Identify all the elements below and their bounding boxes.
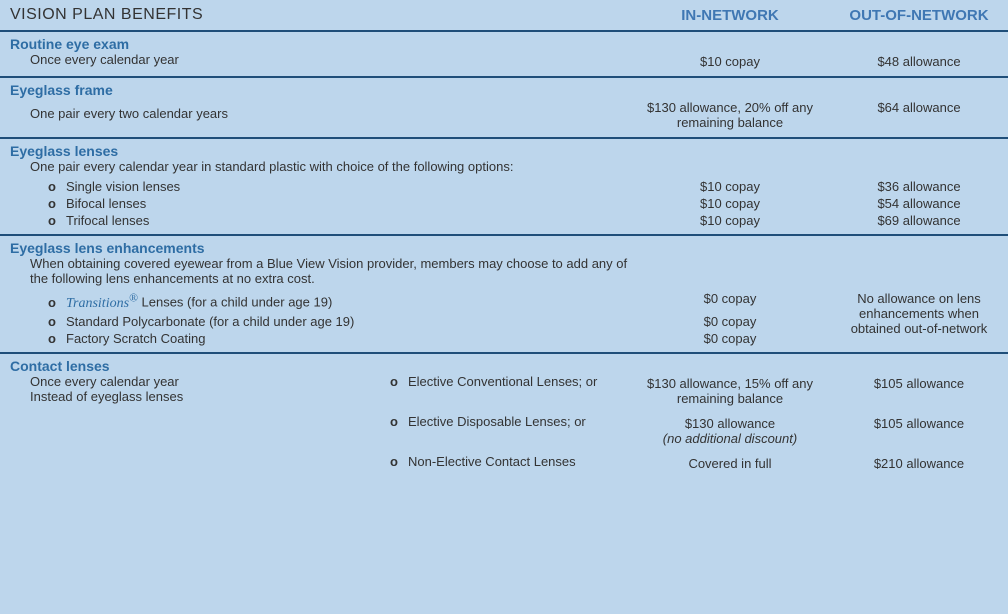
contact-item-out: $105 allowance xyxy=(830,374,1008,408)
enhancement-item-in: $0 copay xyxy=(630,330,830,347)
bullet-icon: o xyxy=(48,331,66,346)
routine-exam-out: $48 allowance xyxy=(830,52,1008,71)
lenses-title: Eyeglass lenses xyxy=(0,138,1008,159)
bullet-icon: o xyxy=(48,196,66,211)
bullet-icon: o xyxy=(390,374,408,389)
bullet-icon: o xyxy=(48,179,66,194)
contact-item-label: Non-Elective Contact Lenses xyxy=(408,454,576,469)
lens-item-in: $10 copay xyxy=(630,195,830,212)
transitions-brand: Transitions® xyxy=(66,296,138,311)
contacts-desc1: Once every calendar year xyxy=(30,374,370,389)
bullet-icon: o xyxy=(48,295,66,310)
routine-exam-in: $10 copay xyxy=(630,52,830,71)
lens-item-label: Bifocal lenses xyxy=(66,196,146,211)
enhancement-item-in: $0 copay xyxy=(630,313,830,330)
enhancement-out-note: No allowance on lens enhancements when o… xyxy=(830,290,1008,347)
lens-item-label: Single vision lenses xyxy=(66,179,180,194)
frame-title: Eyeglass frame xyxy=(0,77,1008,98)
lens-item-out: $36 allowance xyxy=(830,178,1008,195)
enhancement-item-row: oTransitions® Lenses (for a child under … xyxy=(0,290,1008,313)
contact-item-row: oElective Disposable Lenses; or $130 all… xyxy=(0,414,1008,448)
lens-item-out: $69 allowance xyxy=(830,212,1008,229)
routine-exam-title: Routine eye exam xyxy=(0,31,1008,52)
contact-item-in-note: (no additional discount) xyxy=(638,431,822,446)
main-title: VISION PLAN BENEFITS xyxy=(10,6,203,23)
frame-out: $64 allowance xyxy=(830,98,1008,132)
enhancement-item-in: $0 copay xyxy=(630,290,830,313)
lens-item-row: oSingle vision lenses $10 copay $36 allo… xyxy=(0,178,1008,195)
bullet-icon: o xyxy=(390,454,408,469)
contacts-title: Contact lenses xyxy=(0,353,1008,374)
contact-item-in: Covered in full xyxy=(630,454,830,473)
bullet-icon: o xyxy=(48,314,66,329)
frame-row: One pair every two calendar years $130 a… xyxy=(0,98,1008,132)
benefits-table: VISION PLAN BENEFITS IN-NETWORK OUT-OF-N… xyxy=(0,0,1008,473)
lens-item-label: Trifocal lenses xyxy=(66,213,149,228)
contact-item-out: $210 allowance xyxy=(830,454,1008,473)
routine-exam-desc: Once every calendar year xyxy=(0,52,630,71)
out-network-header: OUT-OF-NETWORK xyxy=(830,0,1008,31)
contact-item-in: $130 allowance xyxy=(638,416,822,431)
frame-desc: One pair every two calendar years xyxy=(0,98,630,132)
lens-item-in: $10 copay xyxy=(630,212,830,229)
contacts-desc2: Instead of eyeglass lenses xyxy=(30,389,370,404)
contact-item-row: oNon-Elective Contact Lenses Covered in … xyxy=(0,454,1008,473)
bullet-icon: o xyxy=(48,213,66,228)
contact-item-in: $130 allowance, 15% off any remaining ba… xyxy=(630,374,830,408)
in-network-header: IN-NETWORK xyxy=(630,0,830,31)
enhancements-title: Eyeglass lens enhancements xyxy=(0,235,1008,256)
lens-item-row: oTrifocal lenses $10 copay $69 allowance xyxy=(0,212,1008,229)
contact-item-out: $105 allowance xyxy=(830,414,1008,448)
lens-item-out: $54 allowance xyxy=(830,195,1008,212)
bullet-icon: o xyxy=(390,414,408,429)
frame-in: $130 allowance, 20% off any remaining ba… xyxy=(630,98,830,132)
enhancement-item-label: Lenses (for a child under age 19) xyxy=(138,295,332,310)
enhancement-item-label: Factory Scratch Coating xyxy=(66,331,205,346)
header-row: VISION PLAN BENEFITS IN-NETWORK OUT-OF-N… xyxy=(0,0,1008,31)
enhancements-desc: When obtaining covered eyewear from a Bl… xyxy=(0,256,1008,290)
lenses-desc: One pair every calendar year in standard… xyxy=(0,159,1008,178)
enhancement-item-label: Standard Polycarbonate (for a child unde… xyxy=(66,314,354,329)
contact-item-label: Elective Disposable Lenses; or xyxy=(408,414,586,429)
contact-item-label: Elective Conventional Lenses; or xyxy=(408,374,597,389)
contact-item-row: Once every calendar year Instead of eyeg… xyxy=(0,374,1008,408)
routine-exam-row: Once every calendar year $10 copay $48 a… xyxy=(0,52,1008,71)
lens-item-row: oBifocal lenses $10 copay $54 allowance xyxy=(0,195,1008,212)
lens-item-in: $10 copay xyxy=(630,178,830,195)
